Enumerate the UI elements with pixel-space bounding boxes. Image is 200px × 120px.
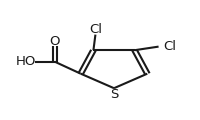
- Text: Cl: Cl: [164, 40, 177, 53]
- Text: O: O: [49, 35, 60, 48]
- Text: S: S: [110, 88, 118, 101]
- Text: HO: HO: [16, 55, 36, 68]
- Text: Cl: Cl: [89, 23, 102, 36]
